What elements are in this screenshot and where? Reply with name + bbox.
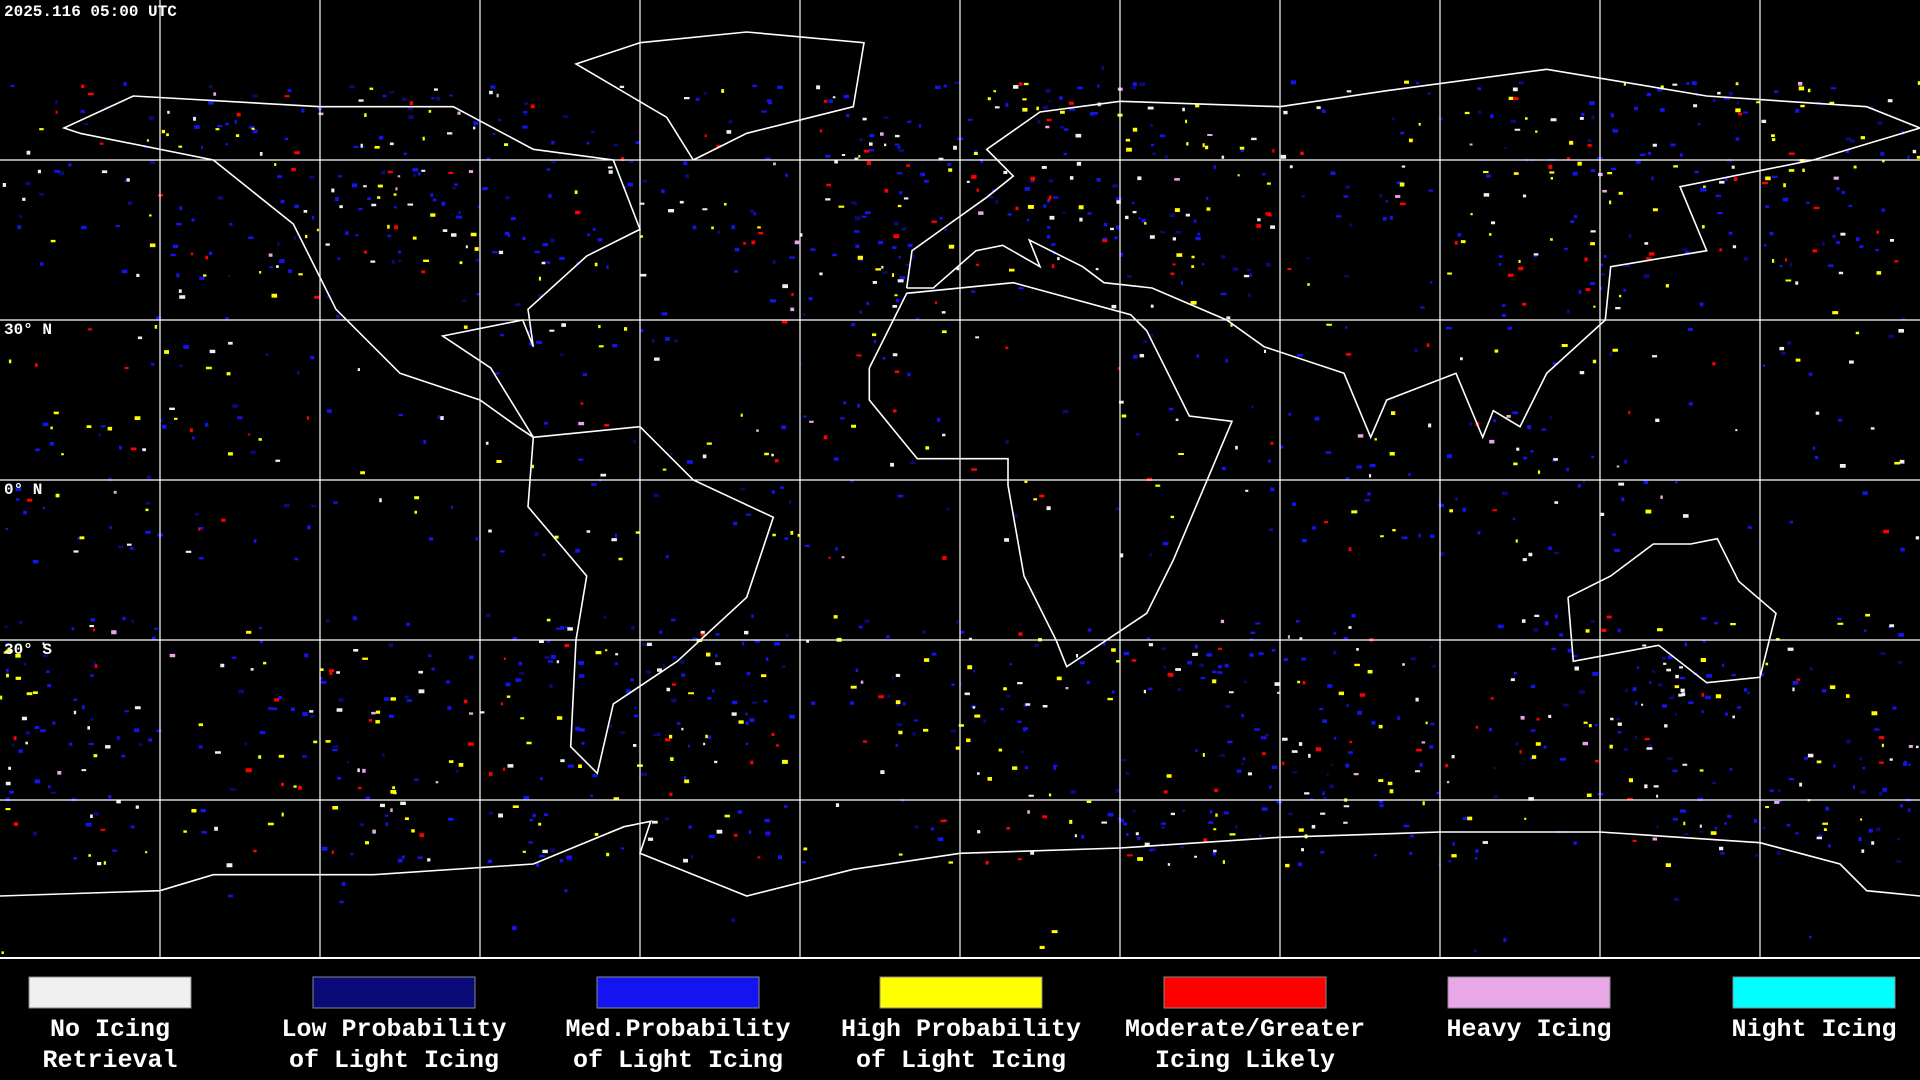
legend-label: No Icing bbox=[50, 1015, 170, 1044]
legend-label: Retrieval bbox=[42, 1046, 177, 1075]
legend-swatch bbox=[1163, 976, 1327, 1009]
latitude-labels: 30° N 0° N 30° S bbox=[4, 321, 52, 659]
timestamp: 2025.116 05:00 UTC bbox=[4, 3, 177, 21]
legend-label: of Light Icing bbox=[856, 1046, 1066, 1075]
legend-label: of Light Icing bbox=[289, 1046, 499, 1075]
legend-swatch bbox=[28, 976, 192, 1009]
legend-swatch bbox=[596, 976, 760, 1009]
graticule bbox=[0, 0, 1920, 959]
legend-label: Med.Probability bbox=[565, 1015, 790, 1044]
legend-label: Icing Likely bbox=[1155, 1046, 1335, 1075]
latitude-label: 30° S bbox=[4, 641, 52, 659]
legend-label: High Probability bbox=[841, 1015, 1081, 1044]
coastline bbox=[574, 31, 865, 161]
legend-label: Heavy Icing bbox=[1446, 1015, 1611, 1044]
latitude-label: 30° N bbox=[4, 321, 52, 339]
latitude-label: 0° N bbox=[4, 481, 42, 499]
legend-label: of Light Icing bbox=[573, 1046, 783, 1075]
coastline bbox=[1567, 537, 1777, 684]
legend-swatch bbox=[1732, 976, 1896, 1009]
coastline bbox=[905, 68, 1920, 440]
legend-label: Night Icing bbox=[1731, 1015, 1896, 1044]
legend-label: Low Probability bbox=[281, 1015, 506, 1044]
legend-label: Moderate/Greater bbox=[1125, 1015, 1365, 1044]
coastline bbox=[868, 281, 1234, 668]
legend-swatch bbox=[1447, 976, 1611, 1009]
legend-swatch bbox=[312, 976, 476, 1009]
coastline bbox=[61, 95, 642, 438]
legend-swatch bbox=[879, 976, 1043, 1009]
